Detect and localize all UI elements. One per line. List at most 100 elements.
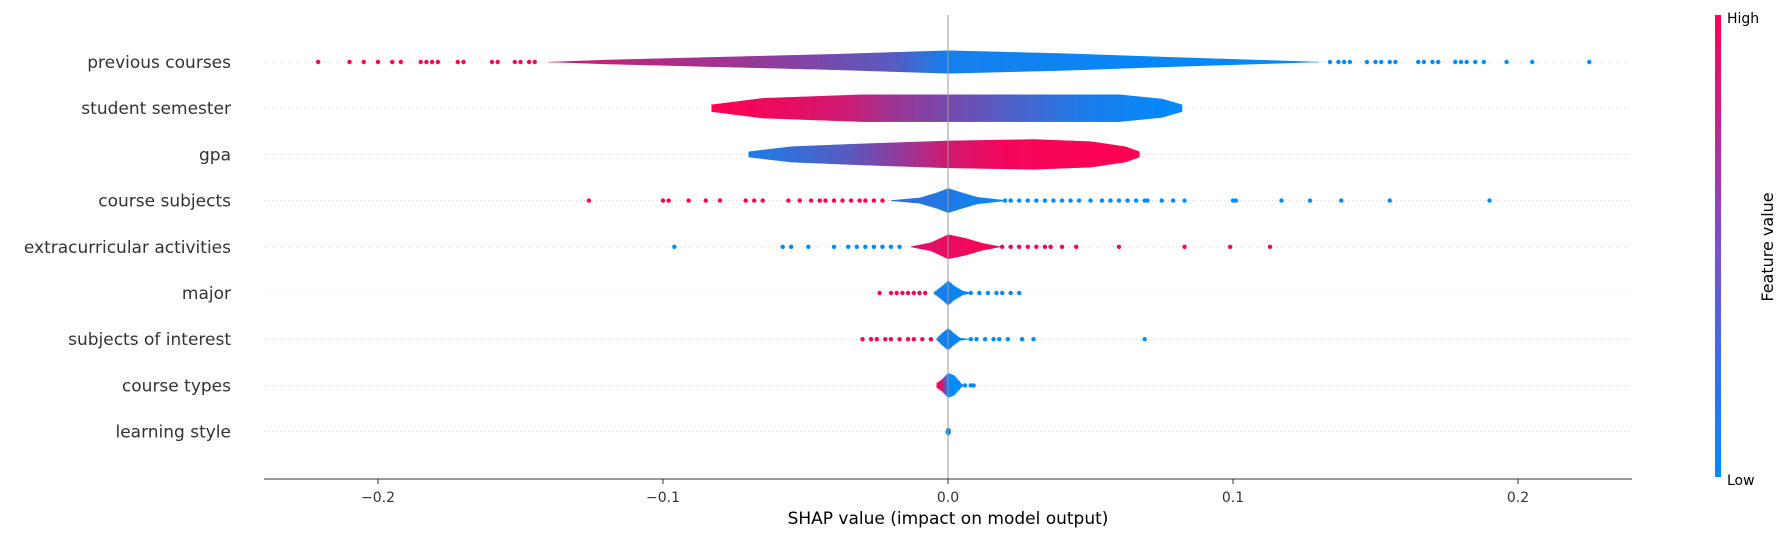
feature-label-student-semester: student semester bbox=[81, 99, 231, 119]
point-previous-courses-12 bbox=[489, 59, 495, 65]
point-course-subjects-17 bbox=[857, 198, 862, 203]
point-previous-courses-34 bbox=[1473, 59, 1478, 65]
point-previous-courses-25 bbox=[1387, 59, 1392, 65]
point-extracurricular-activities-1 bbox=[780, 244, 785, 249]
point-major-1 bbox=[888, 290, 894, 296]
point-extracurricular-activities-10 bbox=[888, 244, 894, 249]
point-extracurricular-activities-4 bbox=[831, 244, 837, 249]
point-previous-courses-1 bbox=[347, 59, 352, 65]
point-course-subjects-24 bbox=[1025, 198, 1031, 203]
point-major-3 bbox=[900, 290, 905, 296]
point-course-subjects-44 bbox=[1279, 198, 1284, 203]
point-major-5 bbox=[911, 290, 916, 296]
point-course-subjects-19 bbox=[871, 198, 877, 203]
point-course-subjects-5 bbox=[717, 198, 723, 203]
point-subjects-of-interest-11 bbox=[974, 337, 979, 342]
point-subjects-of-interest-5 bbox=[897, 337, 902, 342]
point-subjects-of-interest-0 bbox=[860, 337, 865, 342]
point-previous-courses-10 bbox=[455, 59, 460, 65]
point-course-subjects-20 bbox=[880, 198, 885, 203]
point-previous-courses-2 bbox=[361, 59, 366, 65]
point-subjects-of-interest-12 bbox=[982, 337, 988, 342]
point-course-subjects-28 bbox=[1059, 198, 1065, 203]
point-extracurricular-activities-3 bbox=[806, 244, 811, 249]
point-subjects-of-interest-4 bbox=[888, 337, 894, 342]
point-course-subjects-32 bbox=[1099, 198, 1105, 203]
x-tick-label-4: 0.2 bbox=[1507, 490, 1529, 506]
point-course-subjects-14 bbox=[831, 198, 837, 203]
feature-labels: previous courses student semester gpa cours… bbox=[24, 53, 231, 443]
point-course-subjects-7 bbox=[752, 198, 757, 203]
feature-label-learning-style: learning style bbox=[115, 423, 231, 443]
point-extracurricular-activities-18 bbox=[1048, 244, 1053, 249]
violin-course-types bbox=[936, 373, 963, 398]
point-course-subjects-48 bbox=[1487, 198, 1492, 203]
point-major-11 bbox=[994, 290, 999, 296]
point-extracurricular-activities-21 bbox=[1116, 244, 1122, 249]
point-subjects-of-interest-10 bbox=[968, 337, 973, 342]
point-major-10 bbox=[985, 290, 991, 296]
point-previous-courses-9 bbox=[435, 59, 441, 65]
point-previous-courses-18 bbox=[1327, 59, 1333, 65]
point-previous-courses-27 bbox=[1416, 59, 1421, 65]
point-course-subjects-15 bbox=[840, 198, 845, 203]
x-axis-title: SHAP value (impact on model output) bbox=[788, 509, 1109, 529]
violins bbox=[549, 50, 1320, 436]
point-course-subjects-3 bbox=[686, 198, 691, 203]
point-major-13 bbox=[1008, 290, 1013, 296]
point-course-subjects-25 bbox=[1034, 198, 1039, 203]
x-tick-label-1: −0.1 bbox=[646, 490, 680, 506]
colorbar-low-label: Low bbox=[1727, 473, 1755, 489]
point-previous-courses-4 bbox=[390, 59, 395, 65]
point-extracurricular-activities-12 bbox=[999, 244, 1005, 249]
point-previous-courses-28 bbox=[1421, 59, 1427, 65]
point-previous-courses-22 bbox=[1364, 59, 1370, 65]
point-major-2 bbox=[894, 290, 899, 296]
point-previous-courses-14 bbox=[512, 59, 517, 65]
point-course-subjects-8 bbox=[760, 198, 765, 203]
point-course-subjects-9 bbox=[786, 198, 791, 203]
outlier-points bbox=[315, 59, 1592, 388]
point-extracurricular-activities-15 bbox=[1025, 244, 1031, 249]
point-subjects-of-interest-7 bbox=[911, 337, 916, 342]
point-subjects-of-interest-1 bbox=[868, 337, 874, 342]
point-major-7 bbox=[923, 290, 928, 296]
colorbar bbox=[1715, 15, 1721, 477]
point-course-subjects-23 bbox=[1017, 198, 1022, 203]
point-extracurricular-activities-16 bbox=[1034, 244, 1039, 249]
point-previous-courses-17 bbox=[532, 59, 537, 65]
point-course-subjects-40 bbox=[1170, 198, 1176, 203]
point-course-subjects-31 bbox=[1088, 198, 1093, 203]
point-course-subjects-22 bbox=[1008, 198, 1013, 203]
point-course-subjects-26 bbox=[1042, 198, 1048, 203]
point-previous-courses-31 bbox=[1453, 59, 1458, 65]
point-major-4 bbox=[905, 290, 911, 296]
point-subjects-of-interest-17 bbox=[1031, 337, 1036, 342]
point-previous-courses-26 bbox=[1393, 59, 1398, 65]
x-tick-label-0: −0.2 bbox=[361, 490, 395, 506]
violin-major bbox=[933, 280, 972, 306]
point-extracurricular-activities-0 bbox=[672, 244, 677, 249]
point-previous-courses-29 bbox=[1430, 59, 1435, 65]
point-previous-courses-37 bbox=[1530, 59, 1535, 65]
point-course-types-0 bbox=[962, 383, 968, 388]
point-subjects-of-interest-9 bbox=[928, 337, 934, 342]
point-course-subjects-16 bbox=[848, 198, 854, 203]
point-extracurricular-activities-24 bbox=[1267, 244, 1273, 249]
point-extracurricular-activities-14 bbox=[1017, 244, 1022, 249]
point-major-12 bbox=[999, 290, 1005, 296]
violin-subjects-of-interest bbox=[936, 328, 969, 350]
point-course-subjects-43 bbox=[1233, 198, 1239, 203]
point-previous-courses-0 bbox=[315, 59, 321, 65]
violin-student-semester bbox=[711, 94, 1183, 122]
point-course-subjects-36 bbox=[1133, 198, 1139, 203]
colorbar-title: Feature value bbox=[1758, 192, 1777, 301]
point-extracurricular-activities-23 bbox=[1227, 244, 1233, 249]
point-previous-courses-30 bbox=[1436, 59, 1441, 65]
point-extracurricular-activities-22 bbox=[1182, 244, 1187, 249]
point-course-subjects-21 bbox=[1002, 198, 1008, 203]
point-extracurricular-activities-6 bbox=[854, 244, 859, 249]
point-course-types-2 bbox=[971, 383, 976, 388]
point-course-subjects-27 bbox=[1051, 198, 1056, 203]
